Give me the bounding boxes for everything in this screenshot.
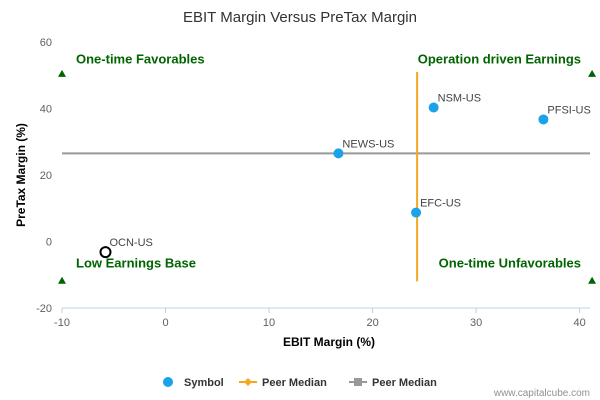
legend-square-icon <box>354 378 362 386</box>
y-axis-title: PreTax Margin (%) <box>14 123 28 227</box>
triangle-marker <box>58 69 66 77</box>
triangle-marker <box>588 276 597 284</box>
data-points: NSM-US PFSI-US NEWS-US EFC-US OCN-US <box>99 93 591 259</box>
x-tick-label: 40 <box>574 317 586 329</box>
x-tick-label: 10 <box>263 317 275 329</box>
data-point <box>99 246 112 259</box>
y-tick-label: 0 <box>46 237 52 249</box>
y-tick-label: 40 <box>40 104 52 116</box>
x-axis-title: EBIT Margin (%) <box>283 335 375 349</box>
x-tick-label: 30 <box>470 317 482 329</box>
legend-diamond-icon <box>244 378 252 386</box>
legend-item-label: Peer Median <box>262 377 327 389</box>
axes: -10 0 10 20 30 40 -20 0 20 40 60 <box>36 37 590 329</box>
quadrant-label-bottom-left: Low Earnings Base <box>76 255 196 270</box>
chart-title: EBIT Margin Versus PreTax Margin <box>183 9 417 26</box>
credit-text: www.capitalcube.com <box>493 388 590 399</box>
legend-item-label: Peer Median <box>372 377 437 389</box>
quadrant-label-top-left: One-time Favorables <box>76 52 205 67</box>
quadrant-labels: One-time Favorables Operation driven Earn… <box>58 52 597 284</box>
y-tick-label: -20 <box>36 303 52 315</box>
quadrant-label-top-right: Operation driven Earnings <box>418 52 581 67</box>
legend-item-label: Symbol <box>184 377 224 389</box>
x-tick-label: -10 <box>54 317 70 329</box>
triangle-marker <box>58 276 66 284</box>
legend-symbol-icon <box>163 377 173 387</box>
legend[interactable]: Symbol Peer Median Peer Median <box>163 377 437 389</box>
data-point-label: OCN-US <box>109 237 152 249</box>
quadrant-label-bottom-right: One-time Unfavorables <box>439 255 581 270</box>
data-point-label: PFSI-US <box>547 104 590 116</box>
data-point-label: NSM-US <box>438 93 481 105</box>
data-point-label: EFC-US <box>420 198 461 210</box>
data-point <box>411 207 422 218</box>
triangle-marker <box>588 69 597 77</box>
data-point <box>333 148 344 159</box>
x-tick-label: 0 <box>162 317 168 329</box>
peer-median-lines <box>62 71 590 282</box>
data-point <box>428 102 439 113</box>
y-tick-label: 60 <box>40 37 52 49</box>
data-point <box>538 114 549 125</box>
data-point-label: NEWS-US <box>342 138 394 150</box>
y-tick-label: 20 <box>40 170 52 182</box>
x-tick-label: 20 <box>366 317 378 329</box>
